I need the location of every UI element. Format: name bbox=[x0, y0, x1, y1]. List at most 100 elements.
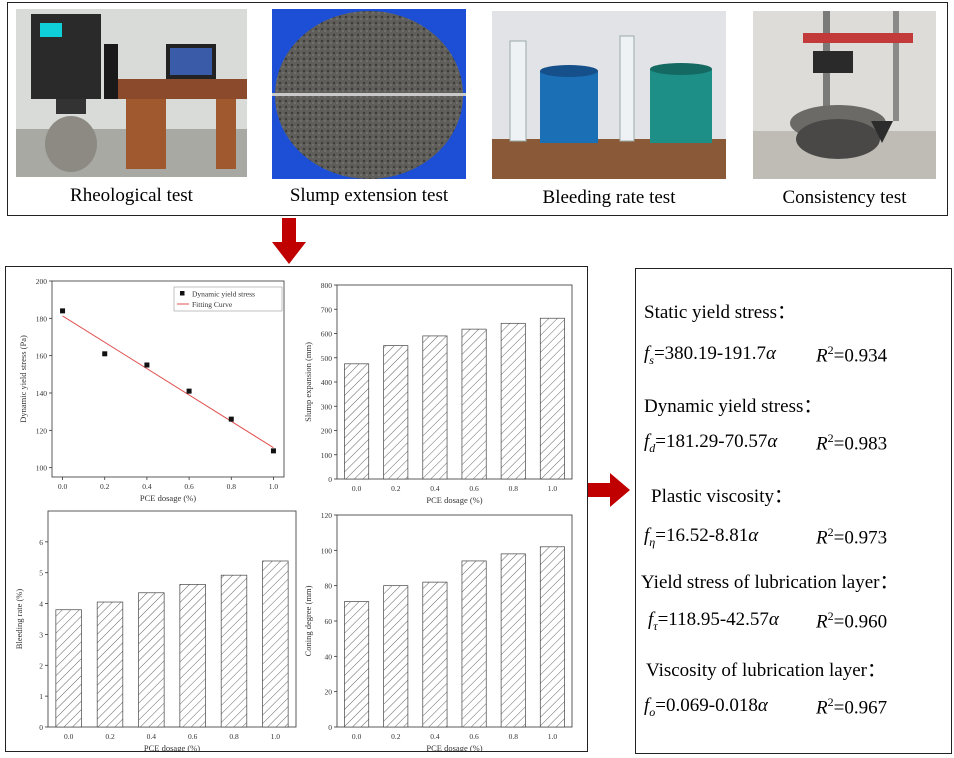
formula-heading: Dynamic yield stress： bbox=[644, 396, 823, 417]
right-arrow-icon bbox=[588, 473, 630, 507]
bar bbox=[539, 317, 565, 480]
x-tick-label: 1.0 bbox=[271, 732, 281, 741]
legend-box bbox=[173, 286, 283, 312]
formula-variable: α bbox=[748, 525, 759, 546]
x-tick-label: 0.0 bbox=[352, 732, 362, 741]
y-tick-label: 400 bbox=[321, 378, 333, 387]
legend-line-label: Fitting Curve bbox=[192, 300, 233, 309]
data-point bbox=[228, 416, 234, 422]
x-axis-label: PCE dosage (%) bbox=[426, 743, 482, 751]
y-tick-label: 600 bbox=[321, 330, 333, 339]
y-tick-label: 140 bbox=[36, 389, 48, 398]
legend-point-marker bbox=[180, 291, 185, 296]
y-axis-label: Coning degree (mm) bbox=[303, 585, 313, 656]
rheometer-photo bbox=[16, 9, 247, 177]
y-tick-label: 100 bbox=[36, 464, 48, 473]
photo-caption: Consistency test bbox=[782, 187, 907, 208]
bar bbox=[422, 335, 448, 480]
photo-caption: Slump extension test bbox=[289, 185, 449, 206]
data-point bbox=[144, 362, 150, 368]
y-tick-label: 4 bbox=[39, 600, 43, 609]
x-tick-label: 0.0 bbox=[58, 482, 68, 491]
y-tick-label: 20 bbox=[325, 688, 333, 697]
x-tick-label: 0.4 bbox=[430, 484, 440, 493]
r-squared-value: =0.973 bbox=[833, 527, 888, 549]
r-superscript: 2 bbox=[827, 525, 834, 539]
formulas-panel: Static yield stress： fs=380.19-191.7α R2=0… bbox=[635, 268, 952, 754]
r-superscript: 2 bbox=[827, 609, 834, 623]
f-subscript: d bbox=[649, 440, 656, 455]
r-superscript: 2 bbox=[827, 343, 834, 357]
r-superscript: 2 bbox=[827, 431, 834, 445]
y-tick-label: 5 bbox=[39, 569, 43, 578]
x-tick-label: 0.2 bbox=[391, 732, 401, 741]
bar bbox=[344, 601, 370, 728]
x-tick-label: 0.2 bbox=[100, 482, 110, 491]
x-axis-label: PCE dosage (%) bbox=[426, 495, 482, 505]
r-squared: R2=0.934 bbox=[816, 343, 887, 367]
y-tick-label: 200 bbox=[321, 427, 333, 436]
bar bbox=[461, 560, 487, 728]
bar bbox=[422, 581, 448, 728]
bar bbox=[179, 584, 206, 728]
y-tick-label: 200 bbox=[36, 277, 48, 286]
r-symbol: R bbox=[816, 611, 828, 633]
chart-slump: 0 100 200 300 400 500 600 700 800 PCE dosage (%) S… bbox=[303, 281, 573, 505]
r-squared-value: =0.960 bbox=[833, 611, 888, 633]
y-tick-label: 700 bbox=[321, 305, 333, 314]
r-symbol: R bbox=[816, 697, 828, 719]
formula-expression: =181.29-70.57 bbox=[655, 431, 768, 452]
chart-bleeding: 0 1 2 3 4 5 6 PCE dosage (%) Bleeding rate (%) 0.… bbox=[14, 510, 297, 753]
f-subscript: s bbox=[649, 352, 654, 367]
formula-heading: Viscosity of lubrication layer： bbox=[646, 660, 886, 681]
chart-coning: 0 20 40 60 80 100 120 PCE dosage (%) Coning degr… bbox=[303, 511, 573, 753]
cone-apparatus-photo bbox=[753, 11, 936, 179]
bar bbox=[461, 328, 487, 480]
f-symbol: f bbox=[644, 525, 650, 546]
y-tick-label: 1 bbox=[39, 692, 43, 701]
down-arrow-icon bbox=[272, 218, 306, 264]
formula-equation: fd=181.29-70.57α bbox=[644, 431, 777, 456]
y-tick-label: 2 bbox=[39, 661, 43, 670]
x-tick-label: 0.8 bbox=[227, 482, 237, 491]
y-tick-label: 60 bbox=[325, 617, 333, 626]
bar bbox=[220, 574, 248, 728]
r-squared: R2=0.973 bbox=[816, 525, 887, 549]
y-tick-label: 180 bbox=[36, 314, 48, 323]
bar bbox=[539, 546, 565, 728]
f-subscript: τ bbox=[653, 618, 658, 633]
f-symbol: f bbox=[648, 609, 654, 630]
y-tick-label: 100 bbox=[321, 546, 333, 555]
y-tick-label: 300 bbox=[321, 402, 333, 411]
x-tick-label: 1.0 bbox=[269, 482, 279, 491]
formula-expression: =0.069-0.018 bbox=[655, 695, 758, 716]
r-squared-value: =0.983 bbox=[833, 433, 888, 455]
bar bbox=[96, 601, 124, 728]
y-axis-label: Slump expansion (mm) bbox=[303, 342, 313, 422]
x-tick-label: 0.6 bbox=[469, 732, 479, 741]
bar bbox=[383, 585, 409, 728]
bar bbox=[344, 363, 370, 480]
r-symbol: R bbox=[816, 433, 828, 455]
plot-frame bbox=[336, 284, 573, 480]
formula-heading: Plastic viscosity： bbox=[651, 486, 793, 507]
f-symbol: f bbox=[644, 431, 650, 452]
bar bbox=[138, 592, 165, 728]
r-symbol: R bbox=[816, 345, 828, 367]
x-tick-label: 0.2 bbox=[105, 732, 115, 741]
formula-equation: fs=380.19-191.7α bbox=[644, 343, 776, 368]
r-squared-value: =0.934 bbox=[833, 345, 888, 367]
data-point bbox=[186, 388, 192, 394]
x-tick-label: 0.8 bbox=[509, 484, 519, 493]
formula-heading: Static yield stress： bbox=[644, 302, 796, 323]
r-squared: R2=0.967 bbox=[816, 695, 887, 719]
formula-equation: fη=16.52-8.81α bbox=[644, 525, 758, 550]
test-photos-panel: Rheological test Slump extension test bbox=[7, 2, 948, 216]
y-tick-label: 40 bbox=[325, 652, 333, 661]
fitting-curve-line bbox=[62, 315, 274, 449]
plot-frame bbox=[51, 280, 285, 478]
x-tick-label: 1.0 bbox=[548, 732, 558, 741]
x-tick-label: 0.6 bbox=[469, 484, 479, 493]
bar bbox=[500, 553, 526, 728]
f-symbol: f bbox=[644, 343, 650, 364]
